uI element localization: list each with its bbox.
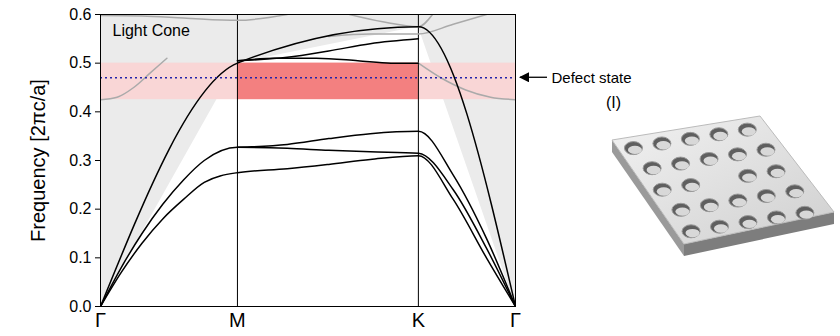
svg-text:0.6: 0.6 (69, 6, 91, 23)
svg-text:Γ: Γ (510, 309, 521, 331)
svg-text:Frequency [2πc/a]: Frequency [2πc/a] (27, 79, 49, 242)
svg-text:K: K (412, 309, 426, 331)
svg-text:0.2: 0.2 (69, 200, 91, 217)
svg-text:Defect state: Defect state (552, 69, 632, 86)
svg-text:0.4: 0.4 (69, 103, 91, 120)
svg-text:0.5: 0.5 (69, 54, 91, 71)
svg-text:(I): (I) (606, 94, 621, 111)
svg-text:Γ: Γ (95, 309, 106, 331)
svg-text:0.1: 0.1 (69, 249, 91, 266)
svg-text:0.0: 0.0 (69, 298, 91, 315)
svg-text:M: M (229, 309, 246, 331)
svg-text:0.3: 0.3 (69, 152, 91, 169)
svg-text:Light Cone: Light Cone (113, 22, 190, 39)
